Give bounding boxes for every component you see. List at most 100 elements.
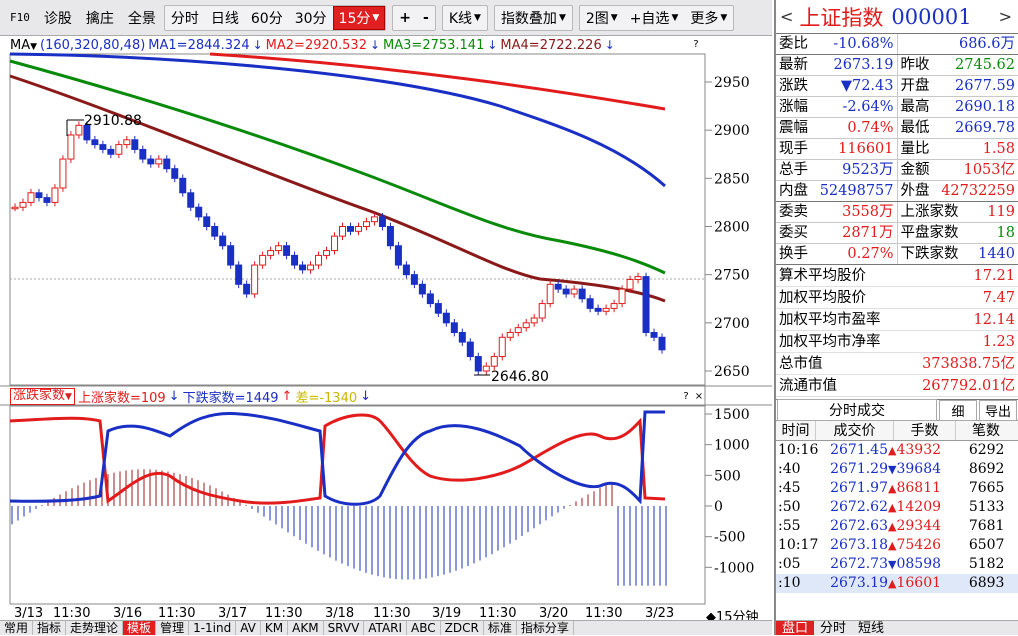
ma3-value: MA3=2753.141 [383,37,485,53]
zoom-in-button[interactable]: + [399,9,412,26]
candle-body [610,303,618,309]
kline-chart[interactable]: 2950 2900 2850 2800 2750 2700 2650 1500 1000 500… [0,36,772,606]
float-mcap-label: 流通市值 [779,378,837,394]
tick-row: :10 2673.19 ▲ 16601 6893 [776,574,1018,593]
bottom-tab[interactable]: KM [261,621,289,635]
candle-body [586,298,594,309]
banker-button[interactable]: 擒庄 [85,10,114,27]
candle-body [562,288,570,295]
bottom-tab[interactable]: 走势理论 [66,621,124,635]
ask-label: 委卖 [779,204,808,220]
period-15m-button[interactable]: 15分 ▼ [332,5,386,30]
candle-body [402,264,410,276]
period-60m-button[interactable]: 60分 [250,10,283,27]
tick-list[interactable]: 10:16 2671.45 ▲ 43932 6292:40 2671.29 ▼ 39684 86… [776,441,1018,593]
change-pct-value: -2.64% [842,99,894,115]
next-stock-icon[interactable]: > [998,7,1012,26]
bottom-tab[interactable]: 模板 [123,621,157,635]
candle-body [490,356,498,367]
x-tick: 3/23 [645,606,675,621]
bottom-tab[interactable]: ABC [407,621,441,635]
bottom-tab[interactable]: 指标 [33,621,67,635]
tick-price: 2671.45 [830,442,888,458]
chevron-down-icon: ▼ [30,41,38,52]
bottom-tab[interactable]: 1-1ind [189,621,237,635]
diagnose-button[interactable]: 诊股 [43,10,72,27]
indicator-name: 涨跌家数 [13,387,66,403]
quote-tab[interactable]: 分时 [820,621,847,636]
tick-volume: 16601 [896,575,942,591]
mcap-value: 373838.75亿 [922,356,1015,372]
candle-body [386,226,394,247]
candle-body [618,288,626,305]
quote-row: 委比 -10.68% 686.6万 [776,34,1018,55]
detail-button[interactable]: 细 [939,399,977,421]
inner-value: 52498757 [819,183,894,199]
close-icon[interactable]: × [694,391,704,402]
period-intraday-button[interactable]: 分时 [170,10,199,27]
tick-count: 6507 [968,537,1005,553]
bottom-tab[interactable]: 管理 [156,621,190,635]
tick-direction: ▲ [888,501,897,514]
chart-area[interactable]: 2950 2900 2850 2800 2750 2700 2650 1500 1000 500… [0,36,772,625]
candle-body [219,235,227,247]
quote-row: 最新 2673.19 昨收 2745.62 [776,55,1018,76]
add-watchlist-label: +自选 [629,10,670,27]
high-value: 2690.18 [955,99,1015,115]
candle-body [530,317,538,324]
tick-direction: ▲ [888,539,897,552]
bottom-tab[interactable]: AV [236,621,261,635]
flat-count-label: 平盘家数 [900,225,959,241]
arrow-down-icon: ↓ [360,388,372,404]
period-30m-button[interactable]: 30分 [294,10,327,27]
candle-body [650,331,658,338]
two-chart-button[interactable]: 2图 ▼ [580,6,624,30]
kline-type-button[interactable]: K线 ▼ [443,6,487,30]
outer-label: 外盘 [900,183,930,199]
tick-row: :45 2671.97 ▲ 86811 7665 [776,479,1018,498]
bottom-tab[interactable]: 常用 [0,621,34,635]
tick-direction: ▲ [888,520,897,533]
f10-button[interactable]: F10 [10,11,30,24]
x-tick: 3/17 [218,606,248,621]
bottom-tab[interactable]: AKM [288,621,324,635]
help-icon[interactable]: ? [683,391,689,402]
help-icon[interactable]: ? [693,39,699,50]
index-overlay-button[interactable]: 指数叠加 ▼ [495,6,572,30]
prev-stock-icon[interactable]: < [780,7,794,26]
cur-vol-value: 116601 [838,141,894,157]
ma-dropdown[interactable]: MA▼ [10,38,37,53]
candle-body [370,216,378,223]
tab-tick-detail[interactable]: 分时成交 [777,399,937,421]
tick-direction: ▼ [888,558,897,571]
chevron-down-icon: ▼ [720,12,728,23]
bottom-tab[interactable]: 指标分享 [517,621,574,635]
candle-body [43,197,51,203]
arrow-down-icon: ↓ [487,38,498,52]
quote-tab[interactable]: 短线 [858,621,885,636]
quote-bottom-tabs: 盘口 分时 短线 [776,620,1018,636]
ma2-line [209,52,666,111]
outer-value: 42732259 [941,183,1015,199]
ma3-line [9,59,666,275]
bottom-tab[interactable]: 标准 [484,621,517,635]
export-button[interactable]: 导出 [979,399,1017,421]
bottom-tab[interactable]: SRVV [324,621,365,635]
candle-body [203,216,211,228]
bottom-tab[interactable]: ZDCR [441,621,484,635]
panorama-button[interactable]: 全景 [127,10,156,27]
add-watchlist-button[interactable]: +自选 ▼ [624,6,685,30]
down-count-value: 1440 [978,246,1015,262]
period-daily-button[interactable]: 日线 [210,10,239,27]
tick-count: 5182 [968,556,1005,572]
quote-tab[interactable]: 盘口 [776,621,815,636]
more-button[interactable]: 更多 ▼ [684,6,733,30]
indicator-dropdown[interactable]: 涨跌家数▼ [10,387,75,405]
bottom-tab[interactable]: ATARI [364,621,408,635]
zoom-out-button[interactable]: - [423,9,429,26]
tick-row: 10:17 2673.18 ▲ 75426 6507 [776,536,1018,555]
candle-body [506,331,514,338]
candle-body [115,144,123,155]
tick-count: 6292 [968,442,1005,458]
tick-count: 8692 [968,461,1005,477]
